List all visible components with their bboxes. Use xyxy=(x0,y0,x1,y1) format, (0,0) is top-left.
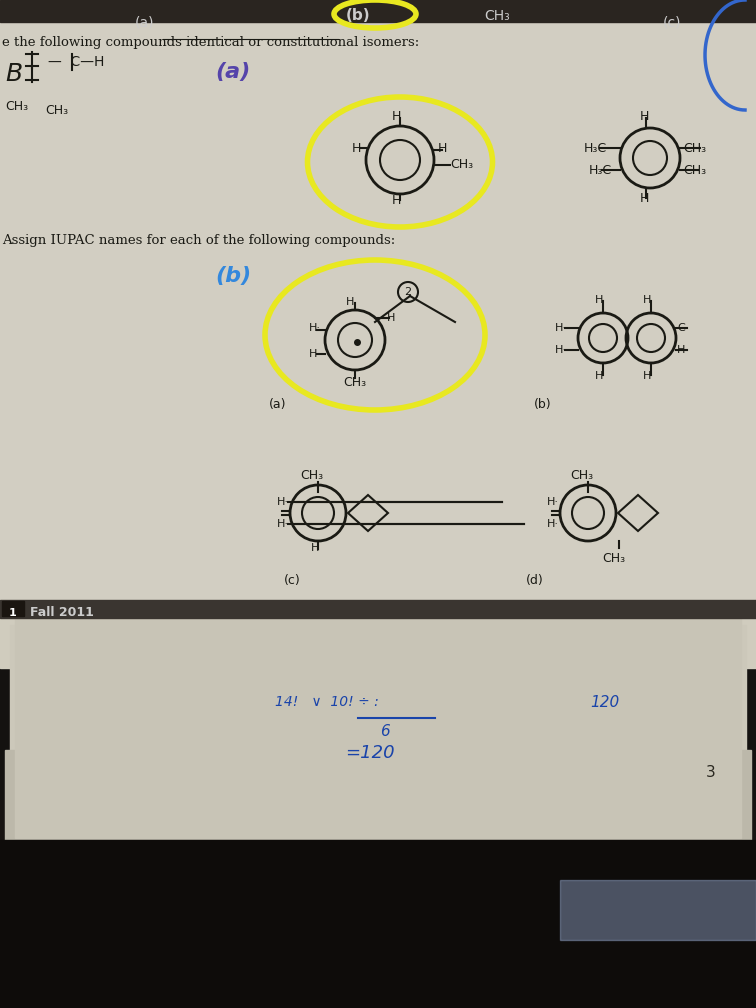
Bar xyxy=(20,630,736,815)
Text: (a): (a) xyxy=(269,398,287,411)
Bar xyxy=(15,618,741,838)
Text: H·: H· xyxy=(277,497,289,507)
Text: CH₃: CH₃ xyxy=(300,469,324,482)
Text: (d): (d) xyxy=(526,574,544,587)
Bar xyxy=(2,601,24,616)
Text: 14!   ∨  10! ÷ :: 14! ∨ 10! ÷ : xyxy=(275,695,379,709)
Text: 2: 2 xyxy=(404,287,411,297)
Text: H: H xyxy=(643,295,651,305)
Text: Assign IUPAC names for each of the following compounds:: Assign IUPAC names for each of the follo… xyxy=(2,234,395,247)
Text: H: H xyxy=(595,371,603,381)
Text: Fall 2011: Fall 2011 xyxy=(30,607,94,620)
Text: CH₃: CH₃ xyxy=(343,376,367,388)
Bar xyxy=(560,880,756,940)
Text: CH₃: CH₃ xyxy=(45,104,68,117)
Text: B: B xyxy=(5,62,22,86)
Text: CH₃: CH₃ xyxy=(603,552,625,565)
Text: CH₃: CH₃ xyxy=(450,158,473,171)
Text: CH₃: CH₃ xyxy=(683,163,706,176)
Text: (a): (a) xyxy=(135,15,155,29)
Text: 120: 120 xyxy=(590,695,619,710)
Text: H: H xyxy=(643,371,651,381)
Bar xyxy=(0,0,756,22)
Text: CH₃: CH₃ xyxy=(571,469,593,482)
Text: H·: H· xyxy=(309,323,321,333)
Text: H: H xyxy=(392,194,401,207)
Text: H: H xyxy=(345,297,355,307)
Text: 1: 1 xyxy=(9,608,17,618)
Text: 3: 3 xyxy=(706,765,716,780)
Text: CH₃: CH₃ xyxy=(5,100,28,113)
Text: H·: H· xyxy=(555,323,567,333)
Text: CH₃: CH₃ xyxy=(683,141,706,154)
Text: H: H xyxy=(595,295,603,305)
Text: H: H xyxy=(311,543,319,553)
Text: H₃C: H₃C xyxy=(588,163,612,176)
Text: H: H xyxy=(640,110,649,123)
Text: e the following compounds identical or constitutional isomers:: e the following compounds identical or c… xyxy=(2,36,420,49)
Text: H·: H· xyxy=(547,519,559,529)
Text: 6: 6 xyxy=(380,724,390,739)
Bar xyxy=(0,618,756,668)
Text: H: H xyxy=(677,345,685,355)
Text: =120: =120 xyxy=(345,744,395,762)
Text: CH₃: CH₃ xyxy=(484,9,510,23)
Bar xyxy=(0,0,756,610)
Bar xyxy=(0,840,756,1008)
Text: H·: H· xyxy=(277,519,289,529)
Bar xyxy=(30,635,726,815)
Text: H·: H· xyxy=(352,141,364,154)
Text: H: H xyxy=(437,141,447,154)
Bar xyxy=(5,750,751,850)
Text: H: H xyxy=(387,313,395,323)
Text: (b): (b) xyxy=(534,398,552,411)
Text: H·: H· xyxy=(555,345,567,355)
Text: H₃C·: H₃C· xyxy=(584,141,611,154)
Text: (c): (c) xyxy=(284,574,300,587)
Text: H: H xyxy=(640,192,649,205)
Text: C: C xyxy=(677,323,685,333)
Text: —  C—H: — C—H xyxy=(48,55,104,69)
Text: (c): (c) xyxy=(663,15,681,29)
Text: (b): (b) xyxy=(215,266,251,286)
Text: (b): (b) xyxy=(345,8,370,23)
Bar xyxy=(10,625,746,805)
Text: H: H xyxy=(392,110,401,123)
Text: H·: H· xyxy=(309,349,321,359)
Bar xyxy=(0,800,756,1008)
Bar xyxy=(0,600,756,618)
Text: H·: H· xyxy=(547,497,559,507)
Text: (a): (a) xyxy=(215,62,251,82)
